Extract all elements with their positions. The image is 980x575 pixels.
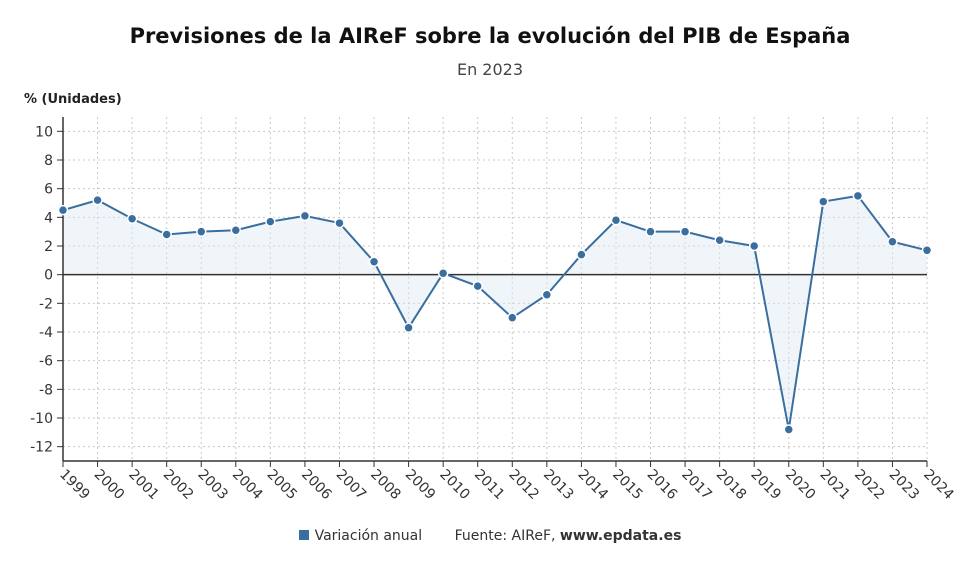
x-tick-label: 2012 xyxy=(505,467,542,504)
x-tick-label: 2009 xyxy=(402,467,439,504)
data-point[interactable] xyxy=(265,216,276,227)
x-tick-label: 2013 xyxy=(540,467,577,504)
chart-subtitle: En 2023 xyxy=(456,60,524,79)
series-line-layer xyxy=(62,194,928,430)
x-tick-label: 2019 xyxy=(747,467,784,504)
y-axis-label: % (Unidades) xyxy=(24,92,122,107)
x-tick-label: 2005 xyxy=(264,467,301,504)
x-tick-label: 2015 xyxy=(609,467,646,504)
data-point[interactable] xyxy=(299,210,311,222)
chart-title: Previsiones de la AIReF sobre la evoluci… xyxy=(129,24,851,48)
x-tick-label: 2008 xyxy=(367,467,404,504)
y-tick-label: -12 xyxy=(30,440,53,456)
data-point[interactable] xyxy=(403,322,414,333)
x-tick-label: 2014 xyxy=(575,467,612,504)
series-line[interactable] xyxy=(62,194,928,430)
data-point[interactable] xyxy=(921,245,933,256)
x-tick-label: 2003 xyxy=(194,467,231,504)
data-points xyxy=(57,190,933,435)
y-tick-label: 10 xyxy=(35,124,53,140)
data-point[interactable] xyxy=(507,312,518,323)
x-tick-label: 2017 xyxy=(678,467,715,504)
data-point[interactable] xyxy=(368,256,380,268)
data-point[interactable] xyxy=(610,214,622,226)
legend-item[interactable]: Variación anual xyxy=(298,528,427,544)
legend-label: Variación anual xyxy=(314,528,423,544)
y-tick-labels: 10 8 6 4 2 0 -2 -4 -6 -8 -10 -12 xyxy=(30,124,53,455)
x-tick-label: 2016 xyxy=(644,467,681,504)
data-point[interactable] xyxy=(887,236,898,247)
x-tick-label: 2021 xyxy=(816,467,853,504)
data-point[interactable] xyxy=(57,204,69,216)
data-point[interactable] xyxy=(783,424,795,435)
x-tick-label: 2022 xyxy=(851,467,888,504)
x-tick-label: 2007 xyxy=(333,467,370,504)
data-point[interactable] xyxy=(437,267,449,279)
data-point[interactable] xyxy=(161,229,172,240)
x-tick-label: 2002 xyxy=(160,467,197,504)
data-point[interactable] xyxy=(576,249,587,260)
x-tick-label: 2001 xyxy=(125,467,162,504)
x-tick-label: 2010 xyxy=(436,467,473,504)
x-tick-labels: 1999200020012002200320042005200620072008… xyxy=(56,467,957,504)
data-point[interactable] xyxy=(818,196,829,207)
y-tick-label: 2 xyxy=(44,239,53,255)
x-tick-label: 1999 xyxy=(56,467,93,504)
data-point[interactable] xyxy=(92,194,103,206)
y-tick-label: 0 xyxy=(44,268,53,284)
y-tick-label: 6 xyxy=(44,182,53,198)
x-tick-label: 2000 xyxy=(91,467,128,504)
data-point[interactable] xyxy=(541,289,553,300)
data-point[interactable] xyxy=(714,235,725,246)
x-tick-label: 2018 xyxy=(713,467,750,504)
data-point[interactable] xyxy=(679,226,691,237)
legend-swatch-icon xyxy=(298,530,309,540)
x-tick-label: 2024 xyxy=(920,467,957,504)
source-note: Fuente: AIReF, www.epdata.es xyxy=(455,528,682,544)
area-fill xyxy=(63,195,927,430)
data-point[interactable] xyxy=(126,213,138,225)
data-point[interactable] xyxy=(230,224,242,236)
data-point[interactable] xyxy=(334,217,345,229)
y-tick-label: -10 xyxy=(30,411,53,427)
data-point[interactable] xyxy=(748,240,760,252)
y-tick-label: -6 xyxy=(39,354,53,370)
data-point[interactable] xyxy=(645,226,656,237)
source-prefix: Fuente: AIReF, xyxy=(454,528,560,544)
y-tick-label: 4 xyxy=(44,210,53,226)
y-tick-label: -8 xyxy=(39,382,53,398)
data-point[interactable] xyxy=(195,226,207,237)
x-tick-label: 2006 xyxy=(298,467,335,504)
y-tick-label: -4 xyxy=(39,325,53,341)
x-tick-label: 2004 xyxy=(229,467,266,504)
data-point[interactable] xyxy=(472,280,483,292)
x-tick-label: 2023 xyxy=(886,467,923,504)
x-tick-label: 2020 xyxy=(782,467,819,504)
chart-footer: Variación anual Fuente: AIReF, www.epdat… xyxy=(0,528,980,544)
x-tick-label: 2011 xyxy=(471,467,508,504)
axes xyxy=(57,117,928,467)
series-area xyxy=(63,195,927,430)
source-link[interactable]: www.epdata.es xyxy=(559,528,682,544)
data-point[interactable] xyxy=(852,190,864,202)
y-tick-label: -2 xyxy=(39,296,53,312)
y-tick-label: 8 xyxy=(44,153,53,169)
